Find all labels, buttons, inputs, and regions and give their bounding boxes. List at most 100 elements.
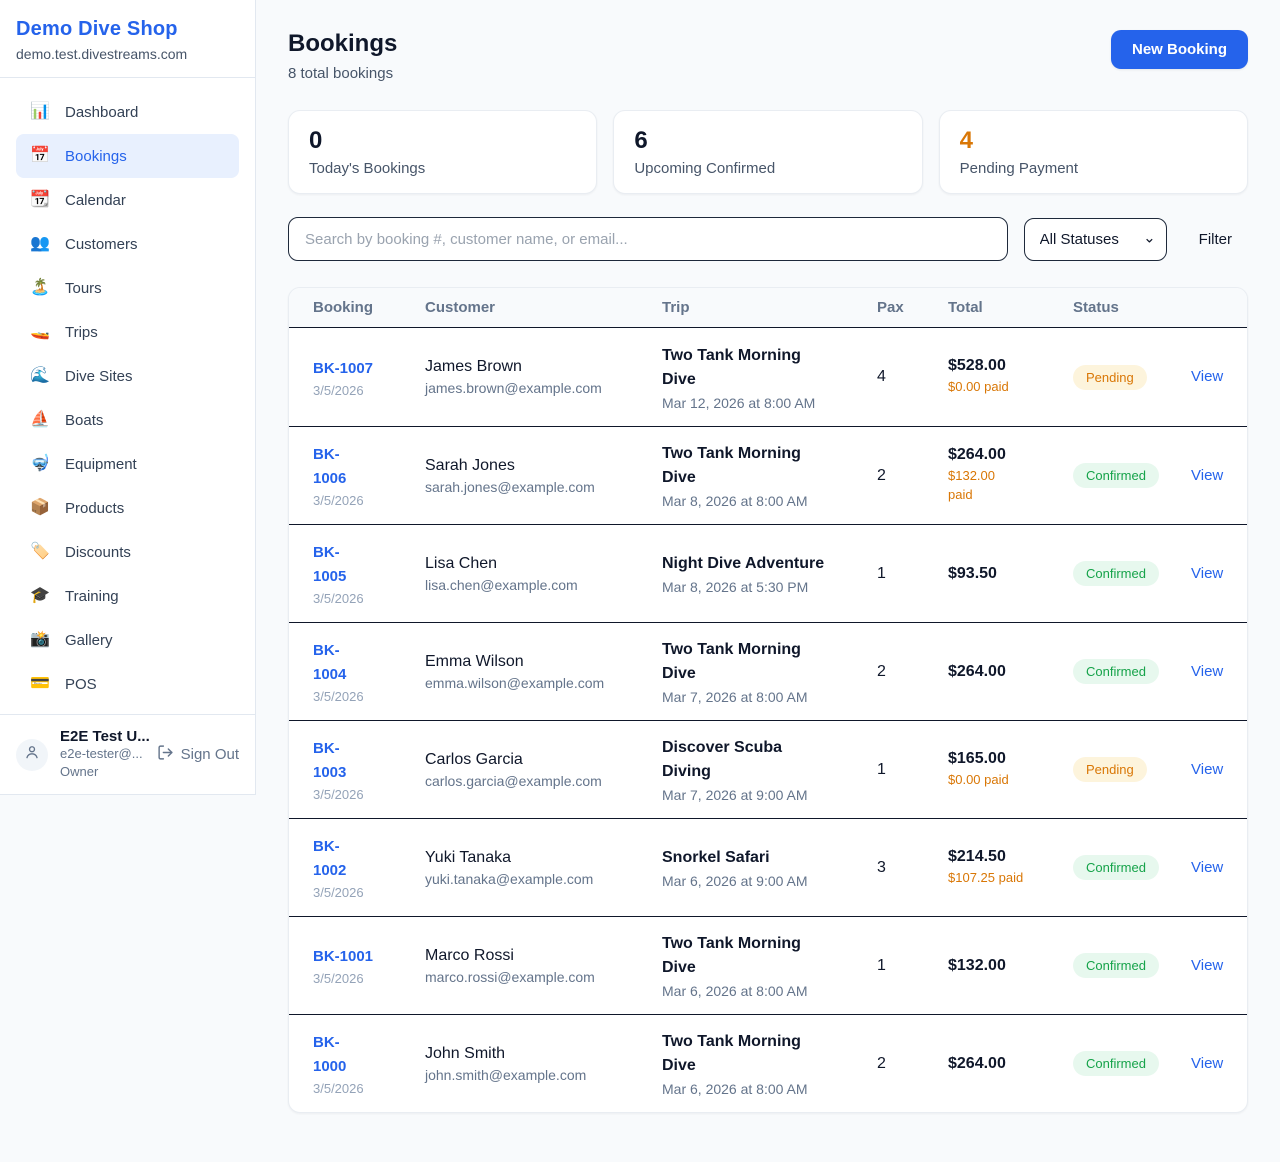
sidebar-nav: 📊 Dashboard 📅 Bookings 📆 Calendar 👥 Cust… xyxy=(0,78,255,710)
view-link[interactable]: View xyxy=(1191,956,1224,974)
sidebar-item-pos[interactable]: 💳 POS xyxy=(16,662,239,706)
status-cell: Confirmed xyxy=(1073,659,1191,684)
sidebar-item-boats[interactable]: ⛵ Boats xyxy=(16,398,239,442)
view-cell: View xyxy=(1191,859,1223,877)
table-row: BK-1007 3/5/2026 James Brown james.brown… xyxy=(289,328,1247,426)
sidebar-item-products[interactable]: 📦 Products xyxy=(16,486,239,530)
view-link[interactable]: View xyxy=(1191,662,1224,680)
booking-date: 3/5/2026 xyxy=(313,493,364,508)
total-cell: $93.50 xyxy=(948,565,1073,583)
trip-name: Two Tank Morning Dive xyxy=(662,641,801,682)
table-row: BK- 1003 3/5/2026 Carlos Garcia carlos.g… xyxy=(289,720,1247,818)
trip-cell: Night Dive Adventure Mar 8, 2026 at 5:30… xyxy=(662,552,877,595)
sidebar-item-equipment[interactable]: 🤿 Equipment xyxy=(16,442,239,486)
calendar-icon: 📆 xyxy=(30,191,50,208)
view-link[interactable]: View xyxy=(1191,564,1224,582)
paid-amount: $0.00 paid xyxy=(948,771,1009,787)
trip-name: Two Tank Morning Dive xyxy=(662,1033,801,1074)
paid-amount: $132.00 paid xyxy=(948,468,995,502)
view-link[interactable]: View xyxy=(1191,368,1224,385)
page-header-text: Bookings 8 total bookings xyxy=(288,30,397,82)
trip-name: Two Tank Morning Dive xyxy=(662,346,801,388)
customer-cell: James Brown james.brown@example.com xyxy=(425,358,662,396)
status-cell: Confirmed xyxy=(1073,953,1191,978)
status-cell: Confirmed xyxy=(1073,561,1191,586)
booking-id-link[interactable]: BK- 1005 xyxy=(313,544,347,585)
filter-button[interactable]: Filter xyxy=(1183,223,1248,256)
trip-name: Discover Scuba Diving xyxy=(662,739,783,780)
total-cell: $132.00 xyxy=(948,957,1073,975)
trip-name: Snorkel Safari xyxy=(662,849,770,866)
discounts-icon: 🏷️ xyxy=(30,543,50,560)
sidebar-item-calendar[interactable]: 📆 Calendar xyxy=(16,178,239,222)
booking-id-link[interactable]: BK- 1002 xyxy=(313,838,347,879)
customer-email: emma.wilson@example.com xyxy=(425,674,605,691)
search-input[interactable] xyxy=(288,217,1008,261)
sidebar-item-customers[interactable]: 👥 Customers xyxy=(16,222,239,266)
tours-icon: 🏝️ xyxy=(30,279,50,296)
filter-row: All Statuses ⌄ Filter xyxy=(288,217,1248,261)
customer-name: James Brown xyxy=(425,358,522,375)
trip-cell: Two Tank Morning Dive Mar 8, 2026 at 8:0… xyxy=(662,442,877,509)
booking-id-link[interactable]: BK- 1006 xyxy=(313,446,347,487)
sidebar-item-training[interactable]: 🎓 Training xyxy=(16,574,239,618)
sidebar-item-dive-sites[interactable]: 🌊 Dive Sites xyxy=(16,354,239,398)
pax-value: 4 xyxy=(877,368,886,385)
sidebar-item-tours[interactable]: 🏝️ Tours xyxy=(16,266,239,310)
booking-date: 3/5/2026 xyxy=(313,971,364,986)
stats-cards: 0 Today's Bookings 6 Upcoming Confirmed … xyxy=(288,110,1248,194)
customer-email: marco.rossi@example.com xyxy=(425,968,595,985)
total-amount: $264.00 xyxy=(948,446,1006,464)
total-amount: $165.00 xyxy=(948,749,1006,767)
view-link[interactable]: View xyxy=(1191,1054,1224,1072)
sidebar-item-gallery[interactable]: 📸 Gallery xyxy=(16,618,239,662)
view-link[interactable]: View xyxy=(1191,760,1224,778)
bookings-table: Booking Customer Trip Pax Total Status B… xyxy=(288,287,1248,1113)
booking-id-link[interactable]: BK-1007 xyxy=(313,359,374,377)
table-header-row: Booking Customer Trip Pax Total Status xyxy=(289,288,1247,328)
trip-datetime: Mar 8, 2026 at 8:00 AM xyxy=(662,493,808,509)
customer-cell: Yuki Tanaka yuki.tanaka@example.com xyxy=(425,849,662,887)
trip-cell: Discover Scuba Diving Mar 7, 2026 at 9:0… xyxy=(662,736,877,803)
user-info: E2E Test U... e2e-tester@... Owner xyxy=(60,728,150,781)
view-cell: View xyxy=(1191,957,1223,975)
status-select[interactable]: All Statuses xyxy=(1023,217,1167,261)
customer-cell: Sarah Jones sarah.jones@example.com xyxy=(425,457,662,495)
booking-id-link[interactable]: BK- 1004 xyxy=(313,642,347,683)
total-amount: $264.00 xyxy=(948,1054,1006,1072)
sidebar-item-dashboard[interactable]: 📊 Dashboard xyxy=(16,90,239,134)
customer-email: sarah.jones@example.com xyxy=(425,478,595,495)
trip-cell: Two Tank Morning Dive Mar 7, 2026 at 8:0… xyxy=(662,638,877,705)
status-badge: Confirmed xyxy=(1073,953,1159,978)
customer-email: lisa.chen@example.com xyxy=(425,576,578,593)
column-header-pax: Pax xyxy=(877,299,904,316)
sidebar-item-label: Gallery xyxy=(65,631,113,649)
booking-id-link[interactable]: BK- 1003 xyxy=(313,740,347,781)
booking-id-link[interactable]: BK- 1000 xyxy=(313,1034,347,1075)
customer-name: Sarah Jones xyxy=(425,456,515,474)
stat-card: 6 Upcoming Confirmed xyxy=(613,110,923,194)
booking-cell: BK- 1003 3/5/2026 xyxy=(313,737,425,802)
booking-id-link[interactable]: BK-1001 xyxy=(313,948,374,965)
customer-name: Carlos Garcia xyxy=(425,750,523,768)
total-cell: $165.00 $0.00 paid xyxy=(948,750,1073,790)
sidebar-item-label: Tours xyxy=(65,279,102,297)
pax-value: 3 xyxy=(877,858,886,876)
new-booking-button[interactable]: New Booking xyxy=(1110,30,1248,69)
customer-email: james.brown@example.com xyxy=(425,380,602,396)
sidebar-item-discounts[interactable]: 🏷️ Discounts xyxy=(16,530,239,574)
trip-cell: Snorkel Safari Mar 6, 2026 at 9:00 AM xyxy=(662,846,877,889)
sidebar-item-label: Equipment xyxy=(65,455,137,473)
view-link[interactable]: View xyxy=(1191,466,1224,484)
paid-amount: $107.25 paid xyxy=(948,869,1024,885)
products-icon: 📦 xyxy=(30,499,50,516)
view-link[interactable]: View xyxy=(1191,858,1224,876)
sidebar-item-bookings[interactable]: 📅 Bookings xyxy=(16,134,239,178)
sign-out-button[interactable]: Sign Out xyxy=(157,744,239,765)
sidebar-item-label: Bookings xyxy=(65,147,127,165)
booking-cell: BK-1001 3/5/2026 xyxy=(313,945,425,986)
sidebar-item-trips[interactable]: 🚤 Trips xyxy=(16,310,239,354)
view-cell: View xyxy=(1191,1055,1223,1073)
sidebar-item-label: Dashboard xyxy=(65,103,139,121)
total-amount: $132.00 xyxy=(948,956,1006,974)
